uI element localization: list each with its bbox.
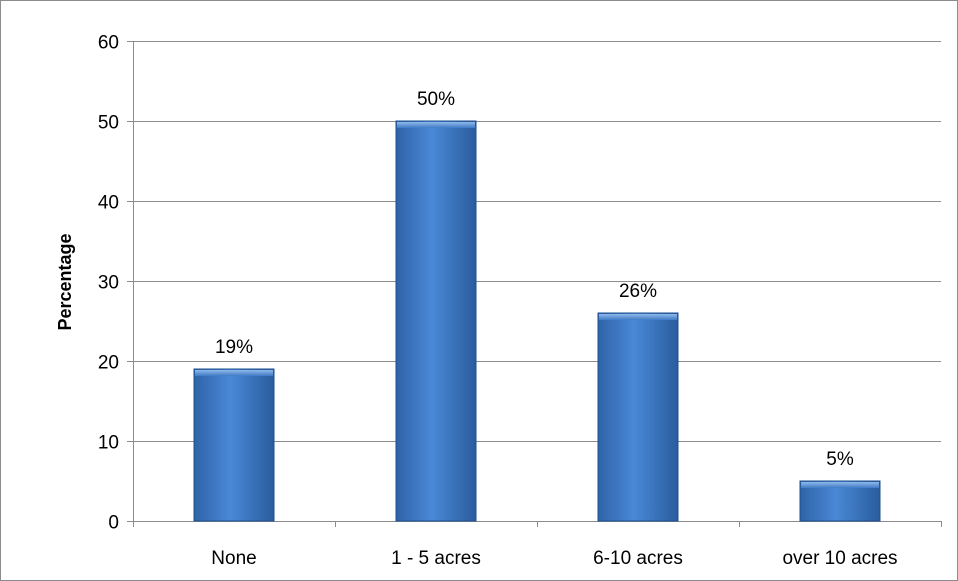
x-category-label: over 10 acres [782,548,897,569]
x-category-label: None [211,548,256,569]
bar-group [597,312,679,522]
bar-highlight [801,482,879,488]
data-label: 5% [826,449,854,470]
labels: 0 10 20 30 40 50 60 19% None 50% 1 - 5 acres 26% 6-1… [98,33,898,570]
y-tick-label: 30 [98,273,119,294]
y-tick-label: 0 [108,513,119,534]
x-category-label: 1 - 5 acres [391,548,481,569]
y-tick-label: 10 [98,433,119,454]
bar [597,312,679,522]
data-label: 19% [215,337,253,358]
x-category-label: 6-10 acres [593,548,683,569]
data-label: 26% [619,281,657,302]
bar-group [799,480,881,522]
bar [193,368,275,522]
y-tick-label: 40 [98,193,119,214]
bar-highlight [195,370,273,376]
y-tick-label: 20 [98,353,119,374]
bar [395,120,477,522]
bar-group [395,120,477,522]
bar-group [193,368,275,522]
bar-highlight [599,314,677,320]
y-axis-title: Percentage [55,233,75,330]
y-tick-label: 50 [98,113,119,134]
bar-highlight [397,122,475,128]
y-tick-label: 60 [98,33,119,54]
bars [193,120,881,522]
data-label: 50% [417,89,455,110]
